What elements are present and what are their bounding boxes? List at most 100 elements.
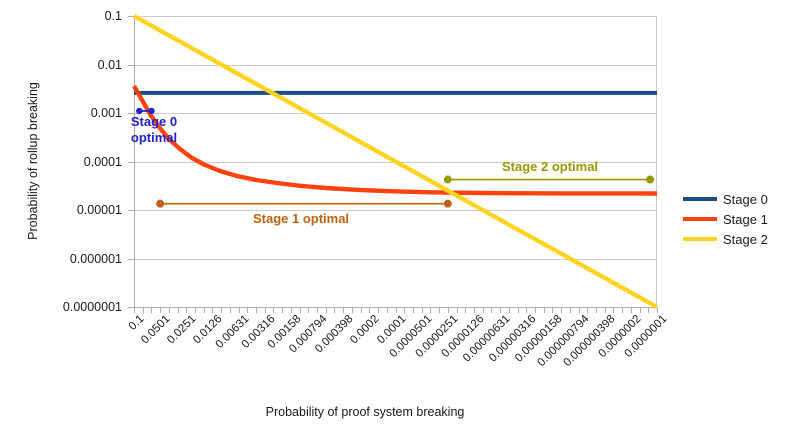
x-tick-mark xyxy=(151,308,153,313)
y-tick-label: 0.01 xyxy=(97,57,122,72)
x-tick-mark xyxy=(308,308,310,313)
x-tick-mark xyxy=(343,308,345,313)
x-tick-mark xyxy=(587,308,589,313)
x-tick-mark xyxy=(526,308,528,313)
x-tick-mark xyxy=(195,308,197,313)
x-axis-title: Probability of proof system breaking xyxy=(265,405,465,419)
stage1-optimal-endpoint-dot xyxy=(443,199,452,208)
x-tick-mark xyxy=(168,308,170,313)
stage2-optimal-endpoint-dot xyxy=(443,175,452,184)
y-tick-mark xyxy=(128,307,134,308)
x-tick-mark xyxy=(325,308,327,313)
x-tick-mark xyxy=(142,308,144,313)
x-tick-mark xyxy=(299,308,301,313)
x-tick-mark xyxy=(212,308,214,313)
x-tick-mark xyxy=(534,308,536,313)
x-tick-mark xyxy=(465,308,467,313)
x-tick-mark xyxy=(395,308,397,313)
y-tick-label: 0.1 xyxy=(104,9,122,23)
x-tick-mark xyxy=(351,308,353,313)
legend-item-stage-1: Stage 1 xyxy=(683,209,768,229)
y-tick-mark xyxy=(128,258,134,260)
series-line-stage-1 xyxy=(132,84,658,196)
x-axis-line xyxy=(134,307,658,308)
legend-item-stage-0: Stage 0 xyxy=(683,189,768,209)
x-tick-mark xyxy=(404,308,406,313)
y-tick-label: 0.0001 xyxy=(83,154,122,169)
x-tick-mark xyxy=(334,308,336,313)
x-tick-mark xyxy=(595,308,597,313)
x-tick-mark xyxy=(578,308,580,313)
legend-label: Stage 1 xyxy=(723,211,768,227)
x-tick-mark xyxy=(500,308,502,313)
plot-area xyxy=(134,16,657,307)
x-tick-mark xyxy=(630,308,632,313)
stage2-optimal-endpoint-dot xyxy=(646,175,655,184)
x-tick-mark xyxy=(203,308,205,313)
series-line-stage-2 xyxy=(132,14,659,309)
x-tick-mark xyxy=(134,308,135,313)
x-tick-mark xyxy=(439,308,441,313)
stage2-optimal-label: Stage 2 optimal xyxy=(501,159,599,174)
legend-swatch xyxy=(683,237,717,241)
x-tick-mark xyxy=(648,308,650,313)
legend-item-stage-2: Stage 2 xyxy=(683,229,768,249)
x-tick-label: 0.1 xyxy=(126,313,147,333)
legend-swatch xyxy=(683,217,717,221)
x-tick-mark xyxy=(517,308,519,313)
x-tick-mark xyxy=(604,308,606,313)
x-tick-mark xyxy=(273,308,275,313)
x-tick-mark xyxy=(160,308,162,313)
stage0-optimal-endpoint-dot xyxy=(136,107,143,115)
y-tick-mark xyxy=(128,113,134,114)
y-tick-mark xyxy=(128,210,134,211)
x-tick-mark xyxy=(317,308,319,313)
x-tick-mark xyxy=(639,308,641,313)
x-tick-mark xyxy=(369,308,371,313)
stage0-optimal-endpoint-dot xyxy=(148,107,155,115)
x-tick-mark xyxy=(543,308,545,313)
x-tick-mark xyxy=(264,308,266,313)
x-tick-mark xyxy=(177,308,179,313)
y-tick-mark xyxy=(128,16,134,17)
x-tick-mark xyxy=(456,308,458,313)
y-axis-title: Probability of rollup breaking xyxy=(26,82,40,240)
y-gridline xyxy=(134,64,657,66)
x-tick-mark xyxy=(482,308,484,313)
legend-label: Stage 0 xyxy=(723,191,768,207)
x-tick-mark xyxy=(569,308,571,313)
x-tick-mark xyxy=(229,308,231,313)
y-axis-line xyxy=(134,16,135,308)
y-tick-label: 0.0000001 xyxy=(62,300,122,314)
stage1-optimal-label: Stage 1 optimal xyxy=(252,211,350,226)
x-tick-mark xyxy=(613,308,615,313)
x-tick-mark xyxy=(290,308,292,313)
y-tick-mark xyxy=(128,161,134,163)
x-tick-mark xyxy=(282,308,284,313)
y-gridline xyxy=(134,258,657,260)
x-tick-mark xyxy=(552,308,554,313)
x-tick-mark xyxy=(421,308,423,313)
y-gridline xyxy=(134,16,657,17)
y-tick-label: 0.000001 xyxy=(69,251,122,266)
x-tick-mark xyxy=(256,308,258,313)
series-plot xyxy=(132,14,659,309)
y-gridline xyxy=(134,210,657,211)
x-tick-mark xyxy=(386,308,388,313)
x-tick-mark xyxy=(561,308,563,313)
x-tick-mark xyxy=(657,308,658,313)
x-tick-mark xyxy=(360,308,362,313)
legend: Stage 0 Stage 1 Stage 2 xyxy=(683,189,768,249)
x-tick-mark xyxy=(412,308,414,313)
x-tick-mark xyxy=(622,308,624,313)
x-tick-mark xyxy=(430,308,432,313)
y-tick-label: 0.001 xyxy=(90,106,122,120)
x-tick-mark xyxy=(186,308,188,313)
legend-label: Stage 2 xyxy=(723,231,768,247)
stage1-optimal-endpoint-dot xyxy=(156,199,165,208)
y-gridline xyxy=(134,113,657,114)
x-tick-mark xyxy=(221,308,223,313)
x-tick-mark xyxy=(473,308,475,313)
x-tick-mark xyxy=(378,308,380,313)
